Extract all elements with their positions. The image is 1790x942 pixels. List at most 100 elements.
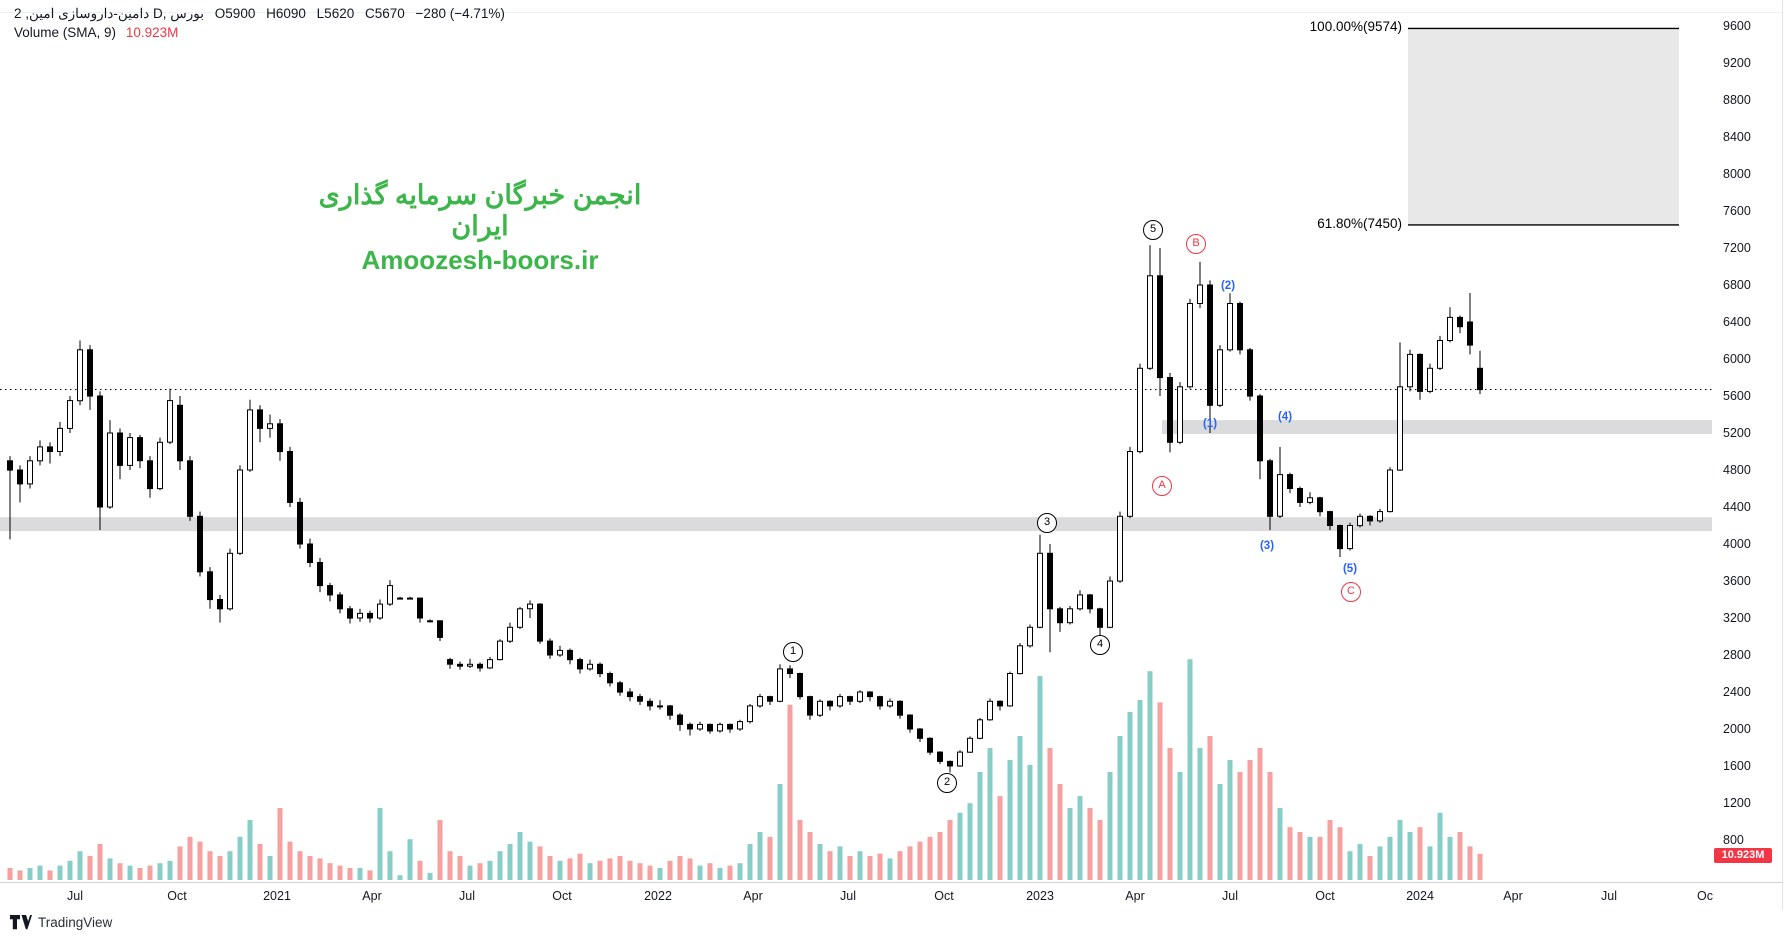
wave-marker-5[interactable]: (5) (1342, 563, 1358, 575)
price-axis[interactable]: 9600 9200 8800 8400 8000 7600 7200 6800 6400 6000… (1712, 0, 1790, 882)
candle-body (897, 700, 903, 716)
candle-body (1367, 515, 1373, 522)
wave-marker-4[interactable]: 4 (1090, 635, 1110, 655)
pane-right-border (1782, 0, 1783, 910)
candle-body (927, 737, 933, 753)
candle-body (1377, 511, 1383, 522)
candle-body (1317, 497, 1323, 513)
candle-body (1457, 316, 1463, 328)
candle-body (467, 663, 473, 667)
volume-bar (1027, 764, 1033, 880)
candle-body (767, 696, 773, 702)
wave-marker-3[interactable]: (3) (1259, 540, 1275, 552)
wave-marker-B[interactable]: B (1186, 234, 1206, 254)
volume-bar (1327, 820, 1333, 880)
price-tick-2800: 2800 (1723, 648, 1751, 662)
volume-bar (1357, 844, 1363, 880)
candle-body (987, 700, 993, 721)
volume-bar (277, 808, 283, 880)
candle-body (667, 705, 673, 716)
volume-bar (447, 851, 453, 880)
time-label-Jul: Jul (1222, 889, 1238, 903)
candle-body (147, 460, 153, 490)
volume-bar (207, 851, 213, 880)
candle-body (1397, 386, 1403, 471)
volume-bar (1017, 736, 1023, 880)
volume-bar (347, 868, 353, 880)
time-label-2024: 2024 (1406, 889, 1434, 903)
volume-bar (77, 851, 83, 880)
fib-retracement-box[interactable] (1408, 28, 1679, 225)
price-tick-2000: 2000 (1723, 722, 1751, 736)
volume-bar (1037, 676, 1043, 880)
wave-marker-2[interactable]: (2) (1220, 280, 1236, 292)
candle-body (1237, 303, 1243, 351)
price-tick-3600: 3600 (1723, 574, 1751, 588)
volume-bar (1477, 853, 1483, 880)
watermark: انجمن خبرگان سرمایه گذاری ایران Amoozesh… (300, 180, 660, 276)
price-tick-6000: 6000 (1723, 352, 1751, 366)
wave-marker-3[interactable]: 3 (1037, 513, 1057, 533)
volume-bar (17, 870, 23, 880)
volume-bar (577, 853, 583, 880)
volume-bar (467, 865, 473, 880)
ohlc-low: L5620 (316, 6, 355, 21)
candle-body (1187, 303, 1193, 388)
price-tick-1600: 1600 (1723, 759, 1751, 773)
candle-body (407, 597, 413, 600)
time-axis[interactable]: Jul Oct 2021 Apr Jul Oct 2022 Apr Jul Oct 2023 Apr J… (0, 882, 1782, 911)
symbol-name[interactable]: دامین-داروسازی امین, 2 (14, 6, 150, 21)
volume-bar (1267, 772, 1273, 880)
wave-marker-5[interactable]: 5 (1143, 220, 1163, 240)
volume-bar (1007, 760, 1013, 880)
wave-marker-A[interactable]: A (1152, 476, 1172, 496)
ohlc-close: C5670 (364, 6, 405, 21)
fib-100-label: 100.00%(9574) (1309, 19, 1402, 35)
volume-bar (507, 844, 513, 880)
volume-bar (587, 863, 593, 880)
symbol-legend[interactable]: دامین-داروسازی امین, 2 D, بورس O5900 H60… (14, 6, 505, 40)
volume-bar (1157, 702, 1163, 880)
current-volume-badge: 10.923M (1714, 848, 1772, 863)
price-tick-7200: 7200 (1723, 241, 1751, 255)
candle-body (397, 597, 403, 600)
volume-bar (677, 856, 683, 880)
candle-body (817, 700, 823, 716)
volume-bar (567, 858, 573, 880)
candle-body (387, 585, 393, 605)
candle-body (87, 349, 93, 397)
candle-body (1327, 511, 1333, 527)
volume-bar (687, 858, 693, 880)
volume-bar (907, 846, 913, 880)
volume-indicator-label[interactable]: Volume (SMA, 9) (14, 25, 117, 40)
wave-marker-1[interactable]: 1 (783, 642, 803, 662)
candle-body (587, 663, 593, 670)
volume-bar (57, 865, 63, 880)
volume-bar (987, 748, 993, 880)
wave-marker-C[interactable]: C (1341, 582, 1361, 602)
candle-body (1127, 451, 1133, 517)
candle-body (347, 608, 353, 619)
candle-body (47, 446, 53, 452)
tradingview-logo[interactable]: TradingView (10, 915, 112, 930)
candle-body (507, 626, 513, 642)
candle-body (297, 501, 303, 545)
candle-body (1177, 386, 1183, 443)
price-tick-6400: 6400 (1723, 315, 1751, 329)
wave-marker-4[interactable]: (4) (1277, 411, 1293, 423)
candle-body (567, 649, 573, 661)
timeframe-label[interactable]: D, (153, 6, 167, 21)
volume-bar (407, 839, 413, 880)
time-label-Oct: Oct (1315, 889, 1335, 903)
volume-bar (1427, 846, 1433, 880)
wave-marker-2[interactable]: 2 (937, 773, 957, 793)
volume-bar (667, 860, 673, 880)
candle-body (487, 659, 493, 669)
volume-bar (787, 704, 793, 880)
candle-body (877, 696, 883, 707)
candle-body (747, 705, 753, 723)
candle-body (207, 571, 213, 601)
wave-marker-1[interactable]: (1) (1202, 418, 1218, 430)
candle-body (157, 441, 163, 490)
